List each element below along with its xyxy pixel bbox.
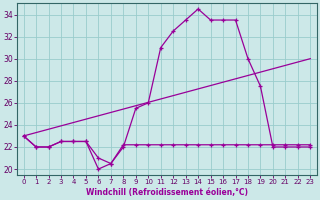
- X-axis label: Windchill (Refroidissement éolien,°C): Windchill (Refroidissement éolien,°C): [86, 188, 248, 197]
